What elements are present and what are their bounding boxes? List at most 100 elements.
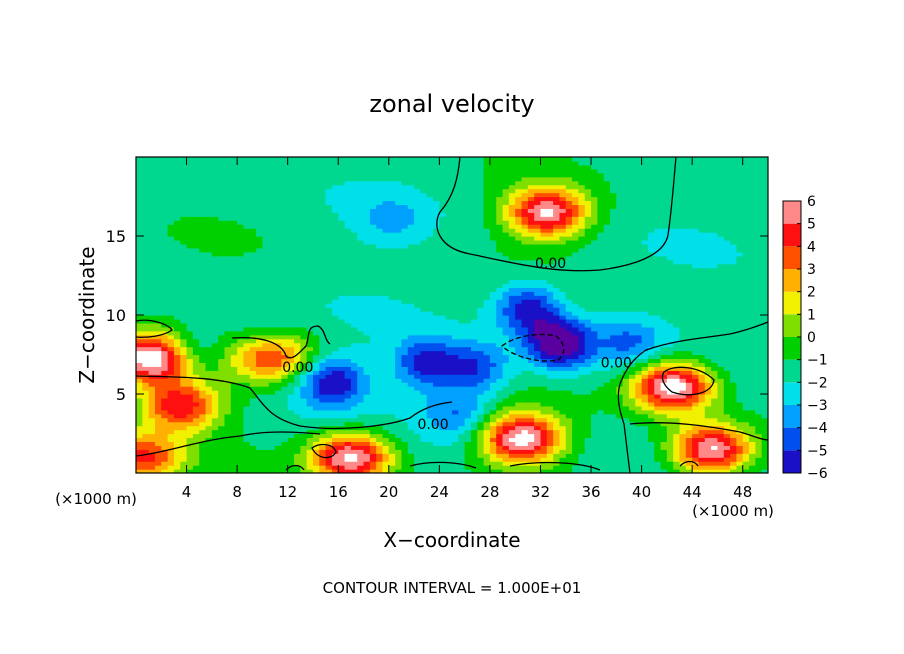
heatmap-cell	[439, 453, 447, 458]
heatmap-cell	[736, 461, 744, 466]
heatmap-cell	[161, 429, 169, 435]
heatmap-cell	[275, 342, 282, 348]
heatmap-cell	[338, 342, 346, 348]
heatmap-cell	[344, 334, 352, 340]
heatmap-cell	[723, 362, 731, 367]
heatmap-cell	[268, 330, 276, 336]
heatmap-cell	[755, 354, 763, 360]
heatmap-cell	[496, 394, 504, 399]
heatmap-cell	[559, 465, 567, 470]
heatmap-cell	[281, 425, 289, 431]
heatmap-cell	[300, 457, 308, 462]
heatmap-cell	[616, 370, 624, 375]
heatmap-cell	[161, 397, 169, 403]
heatmap-cell	[527, 299, 535, 304]
heatmap-cell	[679, 330, 687, 336]
heatmap-cell	[294, 417, 301, 423]
heatmap-cell	[142, 315, 150, 320]
heatmap-cell	[584, 307, 592, 312]
heatmap-cell	[540, 429, 548, 435]
heatmap-cell	[287, 397, 295, 403]
heatmap-cell	[357, 342, 365, 348]
heatmap-cell	[142, 401, 150, 407]
heatmap-cell	[154, 437, 162, 442]
heatmap-cell	[230, 311, 238, 316]
heatmap-cell	[616, 362, 624, 367]
heatmap-cell	[477, 409, 485, 415]
heatmap-cell	[723, 346, 731, 352]
heatmap-cell	[407, 405, 415, 411]
heatmap-cell	[218, 374, 226, 379]
heatmap-cell	[546, 469, 554, 473]
heatmap-cell	[603, 295, 611, 300]
heatmap-cell	[331, 370, 339, 375]
heatmap-cell	[243, 386, 251, 391]
heatmap-cell	[439, 465, 447, 470]
heatmap-cell	[230, 275, 238, 281]
heatmap-cell	[610, 318, 617, 324]
heatmap-cell	[685, 469, 693, 473]
heatmap-cell	[597, 326, 605, 332]
heatmap-cell	[382, 390, 390, 395]
heatmap-cell	[452, 362, 459, 367]
heatmap-cell	[414, 394, 421, 399]
heatmap-cell	[192, 453, 200, 458]
heatmap-cell	[711, 441, 719, 446]
heatmap-cell	[736, 437, 744, 442]
heatmap-cell	[173, 386, 181, 391]
heatmap-cell	[464, 461, 472, 466]
heatmap-cell	[331, 405, 339, 411]
heatmap-cell	[414, 318, 421, 324]
heatmap-cell	[736, 326, 744, 332]
heatmap-cell	[426, 378, 434, 383]
heatmap-cell	[521, 425, 529, 431]
heatmap-cell	[565, 394, 573, 399]
heatmap-cell	[294, 299, 301, 304]
heatmap-cell	[452, 287, 459, 292]
heatmap-cell	[692, 295, 700, 300]
heatmap-cell	[382, 437, 390, 442]
heatmap-cell	[508, 394, 516, 399]
heatmap-cell	[534, 311, 542, 316]
heatmap-cell	[306, 469, 314, 473]
heatmap-cell	[230, 299, 238, 304]
heatmap-cell	[433, 413, 440, 419]
heatmap-cell	[458, 342, 466, 348]
heatmap-cell	[597, 342, 605, 348]
heatmap-cell	[395, 386, 403, 391]
heatmap-cell	[205, 394, 213, 399]
heatmap-cell	[534, 279, 542, 284]
heatmap-cell	[692, 405, 700, 411]
heatmap-cell	[761, 326, 768, 332]
heatmap-cell	[591, 370, 598, 375]
heatmap-cell	[534, 346, 542, 352]
heatmap-cell	[489, 461, 497, 466]
heatmap-cell	[584, 405, 592, 411]
heatmap-cell	[306, 358, 314, 363]
heatmap-cell	[268, 469, 276, 473]
heatmap-cell	[483, 465, 491, 470]
heatmap-cell	[635, 390, 643, 395]
heatmap-cell	[755, 311, 763, 316]
heatmap-cell	[388, 338, 396, 344]
heatmap-cell	[445, 449, 453, 454]
heatmap-cell	[749, 461, 756, 466]
heatmap-cell	[433, 449, 440, 454]
heatmap-cell	[572, 287, 579, 292]
heatmap-cell	[211, 394, 219, 399]
heatmap-cell	[489, 366, 497, 371]
heatmap-cell	[262, 283, 270, 288]
heatmap-cell	[205, 417, 213, 423]
heatmap-cell	[742, 318, 750, 324]
heatmap-cell	[376, 437, 384, 442]
heatmap-cell	[654, 303, 662, 308]
heatmap-cell	[496, 413, 504, 419]
heatmap-cell	[597, 374, 605, 379]
heatmap-cell	[344, 378, 352, 383]
heatmap-cell	[376, 390, 384, 395]
heatmap-cell	[350, 350, 358, 356]
heatmap-cell	[388, 315, 396, 320]
heatmap-cell	[635, 457, 643, 462]
heatmap-cell	[635, 386, 643, 391]
heatmap-cell	[148, 429, 156, 435]
